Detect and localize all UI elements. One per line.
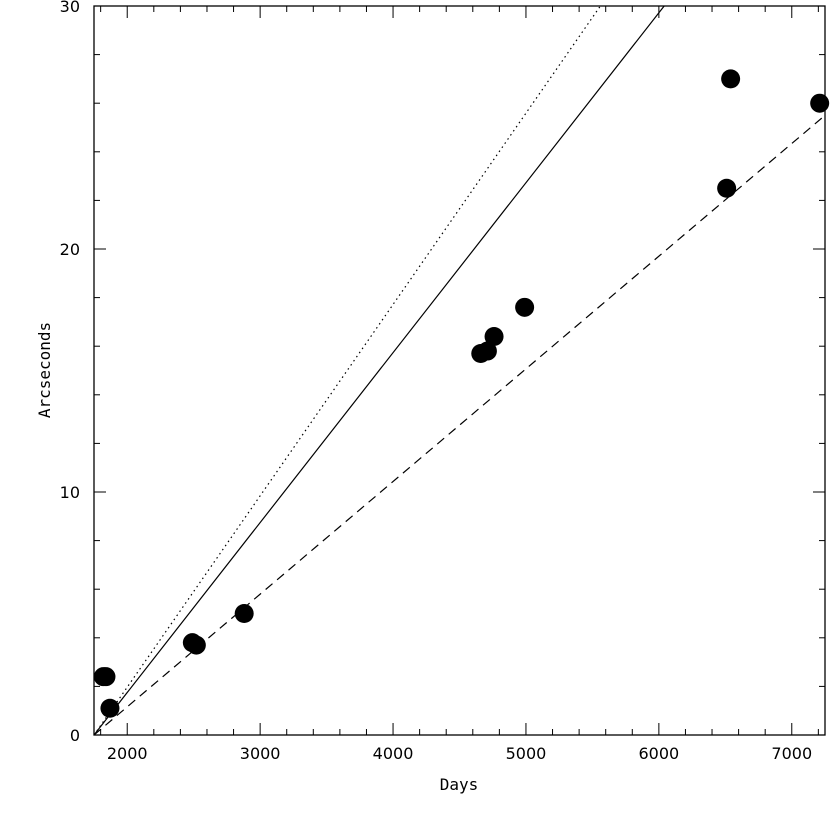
data-points bbox=[93, 69, 830, 718]
y-tick-label: 20 bbox=[60, 240, 80, 259]
x-tick-label: 7000 bbox=[771, 744, 812, 763]
fit-line-solid bbox=[94, 6, 665, 735]
data-point bbox=[477, 341, 497, 361]
x-tick-label: 3000 bbox=[240, 744, 281, 763]
x-tick-label: 5000 bbox=[506, 744, 547, 763]
y-tick-label: 10 bbox=[60, 483, 80, 502]
data-point bbox=[515, 297, 535, 317]
fit-lines bbox=[94, 6, 825, 735]
fit-line-dashed bbox=[94, 114, 825, 735]
fit-line-dotted bbox=[94, 6, 601, 735]
data-point bbox=[721, 69, 741, 89]
data-point bbox=[810, 93, 830, 113]
data-point bbox=[234, 604, 254, 623]
data-point bbox=[100, 698, 120, 718]
axis-ticks bbox=[94, 5, 825, 736]
data-point bbox=[717, 178, 737, 198]
x-tick-label: 2000 bbox=[107, 744, 148, 763]
x-axis-title: Days bbox=[440, 775, 479, 794]
x-tick-label: 4000 bbox=[373, 744, 414, 763]
y-tick-label: 0 bbox=[70, 726, 80, 745]
tick-labels: 2000 3000 4000 5000 6000 7000 0 10 20 30 bbox=[60, 0, 812, 763]
x-tick-label: 6000 bbox=[639, 744, 680, 763]
y-axis-title: Arcseconds bbox=[35, 322, 54, 418]
data-point bbox=[484, 326, 504, 346]
plot-frame bbox=[93, 5, 826, 736]
y-tick-label: 30 bbox=[60, 0, 80, 16]
data-point bbox=[186, 635, 206, 655]
data-point bbox=[96, 667, 116, 687]
